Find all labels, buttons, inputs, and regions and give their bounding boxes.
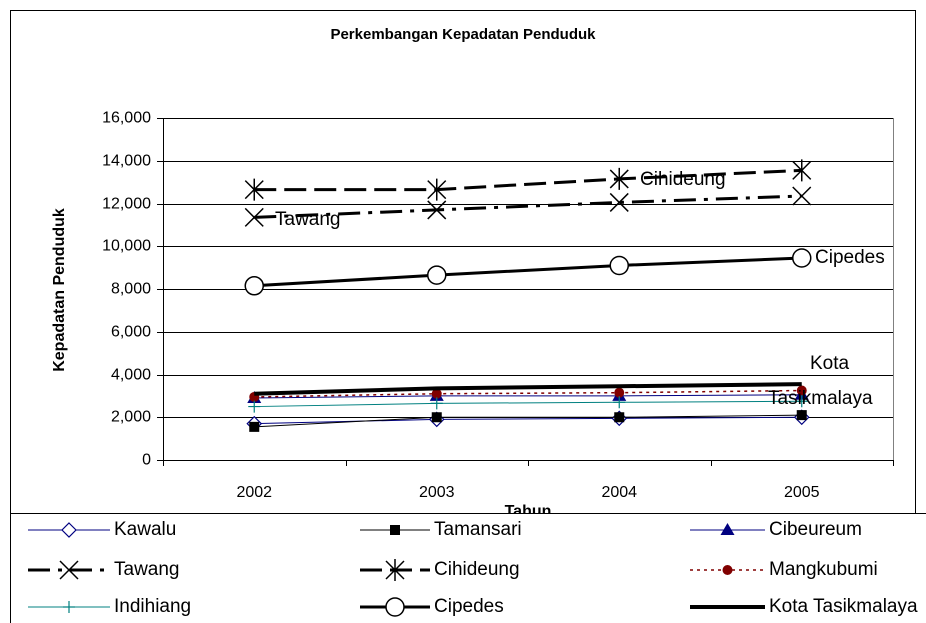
legend-label: Kota Tasikmalaya [769, 596, 918, 617]
marker [63, 601, 75, 613]
marker [385, 559, 405, 581]
marker [427, 265, 447, 285]
marker [792, 186, 812, 206]
series-line [254, 194, 802, 219]
series-line [254, 394, 802, 399]
legend-label: Cipedes [434, 596, 504, 617]
series-line [254, 400, 802, 408]
y-tick-label: 0 [142, 452, 151, 469]
marker [792, 248, 812, 268]
marker [59, 560, 79, 580]
marker [614, 387, 625, 398]
legend-label: Indihiang [114, 596, 191, 617]
series-line [254, 168, 802, 192]
marker [427, 178, 447, 201]
series-line [254, 256, 802, 288]
y-tick-label: 10,000 [102, 238, 151, 255]
legend-box [10, 513, 926, 623]
marker [385, 597, 405, 617]
marker [248, 400, 261, 413]
marker [614, 412, 625, 423]
annotation: Cihideung [640, 169, 726, 190]
marker [795, 395, 808, 408]
y-tick-label: 16,000 [102, 110, 151, 127]
legend-label: Tawang [114, 559, 180, 580]
marker [796, 410, 807, 421]
marker [613, 396, 626, 409]
marker [244, 178, 264, 201]
series-line [254, 416, 802, 425]
y-tick-label: 8,000 [111, 281, 151, 298]
annotation: Kota [810, 353, 850, 374]
legend-label: Cibeureum [769, 519, 862, 540]
chart-title: Perkembangan Kepadatan Penduduk [330, 26, 596, 43]
marker [722, 565, 733, 575]
marker [390, 525, 400, 535]
marker [720, 523, 735, 535]
annotation: Tawang [275, 209, 341, 230]
marker [792, 159, 812, 182]
y-tick-label: 12,000 [102, 196, 151, 213]
series-line [254, 389, 802, 398]
legend-label: Mangkubumi [769, 559, 878, 580]
marker [609, 167, 629, 190]
marker [249, 421, 260, 432]
marker [431, 412, 442, 423]
legend-label: Kawalu [114, 519, 176, 540]
annotation: Cipedes [815, 247, 885, 268]
series-line [254, 382, 802, 396]
annotation: Tasikmalaya [768, 388, 873, 409]
x-tick-label: 2002 [236, 484, 272, 501]
y-tick-label: 2,000 [111, 409, 151, 426]
y-tick-label: 6,000 [111, 324, 151, 341]
marker [427, 200, 447, 220]
legend-label: Tamansari [434, 519, 522, 540]
x-tick-label: 2003 [419, 484, 455, 501]
marker [430, 397, 443, 410]
marker [61, 522, 77, 538]
y-tick-label: 4,000 [111, 367, 151, 384]
legend: Kawalu Tamansari Cibeureum Tawang Cihideung M… [28, 519, 918, 617]
marker [609, 255, 629, 276]
marker [431, 388, 442, 399]
x-tick-label: 2005 [784, 484, 820, 501]
marker [244, 207, 264, 227]
y-tick-label: 14,000 [102, 153, 151, 170]
series-line [254, 414, 802, 428]
legend-label: Cihideung [434, 559, 520, 580]
x-tick-label: 2004 [601, 484, 637, 501]
y-axis-label: Kepadatan Penduduk [51, 208, 68, 372]
marker [609, 192, 629, 212]
plot-area: 0 2,000 4,000 6,000 8,000 10,000 12,000 14,000 1… [102, 110, 894, 501]
marker [244, 276, 264, 296]
marker [796, 385, 807, 396]
